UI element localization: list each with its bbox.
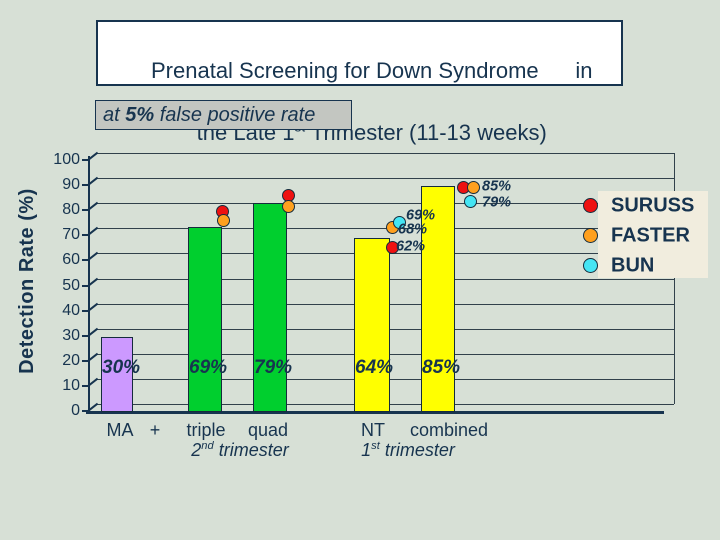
y-tick-label: 80 [62,201,80,219]
y-tick-label: 90 [62,176,80,194]
scatter-dot-faster [466,181,480,195]
bar-value-label: 85% [422,357,461,378]
bar [354,237,390,412]
bar [421,186,455,412]
y-tick-label: 20 [62,351,80,369]
bar [101,336,133,412]
point-label: 62% [396,238,426,255]
bar [253,202,287,412]
title-box: Prenatal Screening for Down Syndrome in … [96,20,623,145]
bar [188,226,222,412]
legend-label: BUN [611,254,655,277]
point-label: 85% [482,178,512,195]
y-axis-tick [82,184,89,187]
point-label: 68% [398,221,428,238]
y-tick-label: 60 [62,251,80,269]
y-axis-tick [82,234,89,237]
legend-swatch-suruss [583,198,598,213]
y-tick-label: 100 [53,151,80,168]
gridline [97,153,674,154]
x-axis-label: MA [106,420,134,440]
bar-value-label: 30% [102,357,141,378]
y-axis-tick [82,410,89,412]
subtitle-box: at 5% false positive rate [95,100,352,130]
scatter-dot-bun [463,194,477,208]
y-axis-tick [82,209,89,212]
gridline [97,203,674,205]
y-axis-tick [82,334,89,337]
x-axis-sublabel: 2nd trimester [191,440,289,460]
legend-label: FASTER [611,224,690,247]
gridline [97,178,674,180]
y-axis-line [88,156,90,413]
x-axis-sublabel: 1st trimester [361,440,455,460]
plot-right-border [674,153,675,404]
y-axis-tick [82,284,89,287]
title-line1: Prenatal Screening for Down Syndrome in [151,58,593,83]
x-axis-label: triple [186,420,226,440]
y-axis-tick [82,259,89,262]
subtitle-text: at 5% false positive rate [103,104,316,126]
y-axis-tick [82,309,89,312]
legend-swatch-bun [583,258,598,273]
x-axis-line [86,411,664,414]
y-tick-label: 40 [62,301,80,319]
y-tick-label: 70 [62,226,80,244]
y-tick-label: 10 [62,376,80,394]
x-axis-label: quad [247,420,289,440]
x-axis-label: + [149,420,161,440]
legend [598,191,708,278]
x-axis-label: combined [409,420,489,440]
scatter-dot-suruss [385,240,399,254]
x-axis-label: NT [361,420,385,440]
bar-value-label: 64% [355,357,394,378]
point-label: 79% [482,194,512,211]
legend-swatch-faster [583,228,598,243]
y-axis-tick [82,159,89,161]
scatter-dot-faster [216,214,230,228]
y-axis-tick [82,384,89,387]
y-axis-tick [82,359,89,362]
bar-value-label: 69% [189,357,228,378]
y-tick-label: 50 [62,276,80,294]
y-tick-label: 30 [62,326,80,344]
scatter-dot-faster [281,199,295,213]
legend-label: SURUSS [611,194,695,217]
point-label: 69% [406,207,436,224]
bar-value-label: 79% [254,357,293,378]
scatter-dot-bun [392,216,406,230]
y-tick-label: 0 [71,402,80,419]
